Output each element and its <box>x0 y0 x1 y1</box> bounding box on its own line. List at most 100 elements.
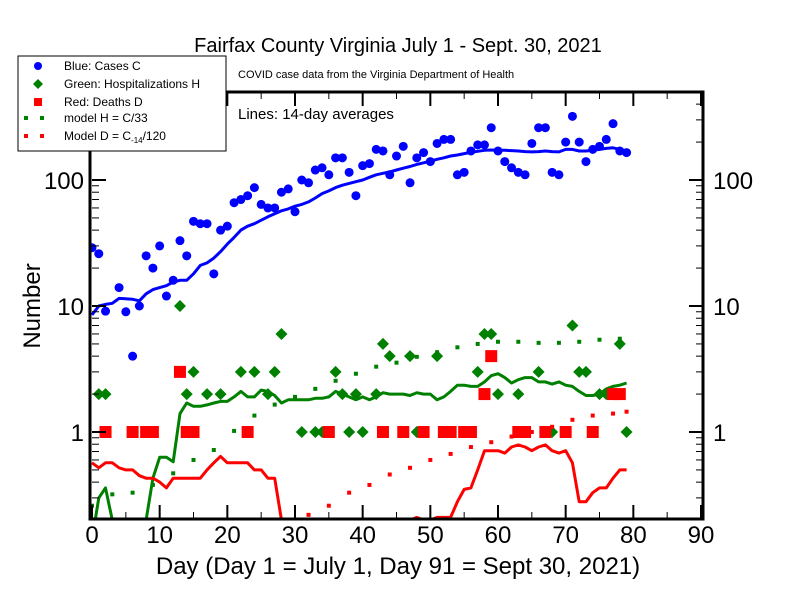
data-point-hospitalizations <box>404 350 417 363</box>
data-point-cases <box>608 119 618 129</box>
model-point-model-h-c-33 <box>414 354 419 359</box>
annotation: Lines: 14-day averages <box>238 106 394 123</box>
data-point-hospitalizations <box>431 350 444 363</box>
legend-marker-model-h-a <box>24 116 28 120</box>
x-axis-label: Day (Day 1 = July 1, Day 91 = Sept 30, 2… <box>156 553 640 580</box>
y-tick-label: 10 <box>57 294 84 321</box>
data-point-hospitalizations <box>99 388 112 401</box>
y-tick-label-right: 100 <box>713 168 753 195</box>
data-point-cases <box>317 163 327 173</box>
x-tick-label: 60 <box>485 522 512 549</box>
data-point-cases <box>263 203 273 213</box>
y-tick-label-right: 1 <box>713 420 726 447</box>
data-point-cases <box>567 111 577 121</box>
model-point-model-d-c-14-120 <box>570 417 575 422</box>
model-point-model-h-c-33 <box>130 490 135 495</box>
x-tick-label: 30 <box>282 522 309 549</box>
data-point-cases <box>175 236 185 246</box>
data-point-cases <box>222 221 232 231</box>
model-point-model-d-c-14-120 <box>367 482 372 487</box>
data-point-deaths <box>464 426 477 438</box>
data-point-cases <box>534 123 544 133</box>
legend-marker-hosp <box>33 79 43 89</box>
x-tick-label: 50 <box>417 522 444 549</box>
data-point-cases <box>155 241 165 251</box>
x-tick-label: 90 <box>688 522 715 549</box>
model-point-model-h-c-33 <box>475 341 480 346</box>
model-point-model-h-c-33 <box>496 339 500 344</box>
data-point-cases <box>283 184 293 194</box>
model-point-model-h-c-33 <box>577 339 582 344</box>
data-point-cases <box>256 199 266 209</box>
data-point-hospitalizations <box>187 365 200 378</box>
data-point-hospitalizations <box>532 365 545 378</box>
model-point-model-h-c-33 <box>455 345 460 350</box>
data-point-cases <box>351 191 361 201</box>
model-point-model-d-c-14-120 <box>509 434 514 439</box>
data-point-hospitalizations <box>356 426 369 438</box>
data-point-deaths <box>126 426 139 438</box>
model-point-model-h-c-33 <box>110 492 115 497</box>
x-tick-label: 10 <box>146 522 173 549</box>
data-point-cases <box>392 151 401 161</box>
data-point-hospitalizations <box>173 300 186 312</box>
data-point-cases <box>290 207 300 217</box>
data-point-cases <box>229 198 239 208</box>
data-point-cases <box>547 167 557 177</box>
data-point-cases <box>405 178 415 188</box>
model-point-model-h-c-33 <box>597 337 602 342</box>
data-point-cases <box>182 251 192 261</box>
model-point-model-h-c-33 <box>232 428 237 433</box>
y-tick-label-right: 10 <box>713 294 740 321</box>
legend-marker-model-h-b <box>40 116 44 120</box>
data-point-deaths <box>485 350 498 363</box>
data-point-cases <box>114 283 124 293</box>
data-point-cases <box>331 153 341 163</box>
series-line-deaths-14-day-avg <box>91 443 627 519</box>
data-point-cases <box>209 269 219 279</box>
model-point-model-d-c-14-120 <box>590 413 595 418</box>
chart-title: Fairfax County Virginia July 1 - Sept. 3… <box>194 35 602 57</box>
data-point-hospitalizations <box>383 350 396 363</box>
data-point-cases <box>412 153 422 163</box>
data-point-cases <box>507 163 517 173</box>
legend-label-deaths: Red: Deaths D <box>64 95 143 109</box>
x-tick-label: 40 <box>349 522 376 549</box>
data-point-hospitalizations <box>478 327 491 340</box>
data-point-hospitalizations <box>376 337 389 350</box>
model-point-model-d-c-14-120 <box>428 457 433 462</box>
model-point-model-h-c-33 <box>333 378 338 383</box>
data-point-deaths <box>241 426 254 438</box>
model-point-model-h-c-33 <box>252 413 257 418</box>
chart-subtitle: COVID case data from the Virginia Depart… <box>238 69 514 81</box>
data-point-cases <box>601 134 611 144</box>
data-point-cases <box>513 167 523 177</box>
model-point-model-d-c-14-120 <box>489 440 494 445</box>
data-point-hospitalizations <box>214 388 227 401</box>
data-point-hospitalizations <box>579 365 592 378</box>
legend-label-cases: Blue: Cases C <box>64 59 141 73</box>
data-point-hospitalizations <box>201 388 214 401</box>
legend: Blue: Cases C Green: Hospitalizations H … <box>17 55 227 152</box>
data-point-cases <box>459 167 469 177</box>
data-point-cases <box>270 203 280 213</box>
data-point-cases <box>371 144 381 154</box>
model-point-model-h-c-33 <box>435 350 440 355</box>
data-point-hospitalizations <box>573 365 586 378</box>
model-point-model-d-c-14-120 <box>448 451 453 456</box>
model-point-model-h-c-33 <box>556 340 561 345</box>
model-point-model-h-c-33 <box>313 386 318 391</box>
data-point-cases <box>486 123 496 133</box>
data-point-hospitalizations <box>566 319 579 332</box>
data-point-cases <box>358 161 368 171</box>
y-tick-label: 1 <box>71 420 84 447</box>
model-point-model-d-c-14-120 <box>408 465 413 470</box>
data-point-cases <box>195 219 205 229</box>
legend-marker-model-d-a <box>24 134 28 138</box>
model-point-model-d-c-14-120 <box>468 445 473 450</box>
data-point-cases <box>236 195 246 205</box>
model-point-model-d-c-14-120 <box>347 490 352 495</box>
data-point-hospitalizations <box>309 426 322 438</box>
data-point-cases <box>452 170 462 180</box>
data-point-cases <box>148 263 158 273</box>
